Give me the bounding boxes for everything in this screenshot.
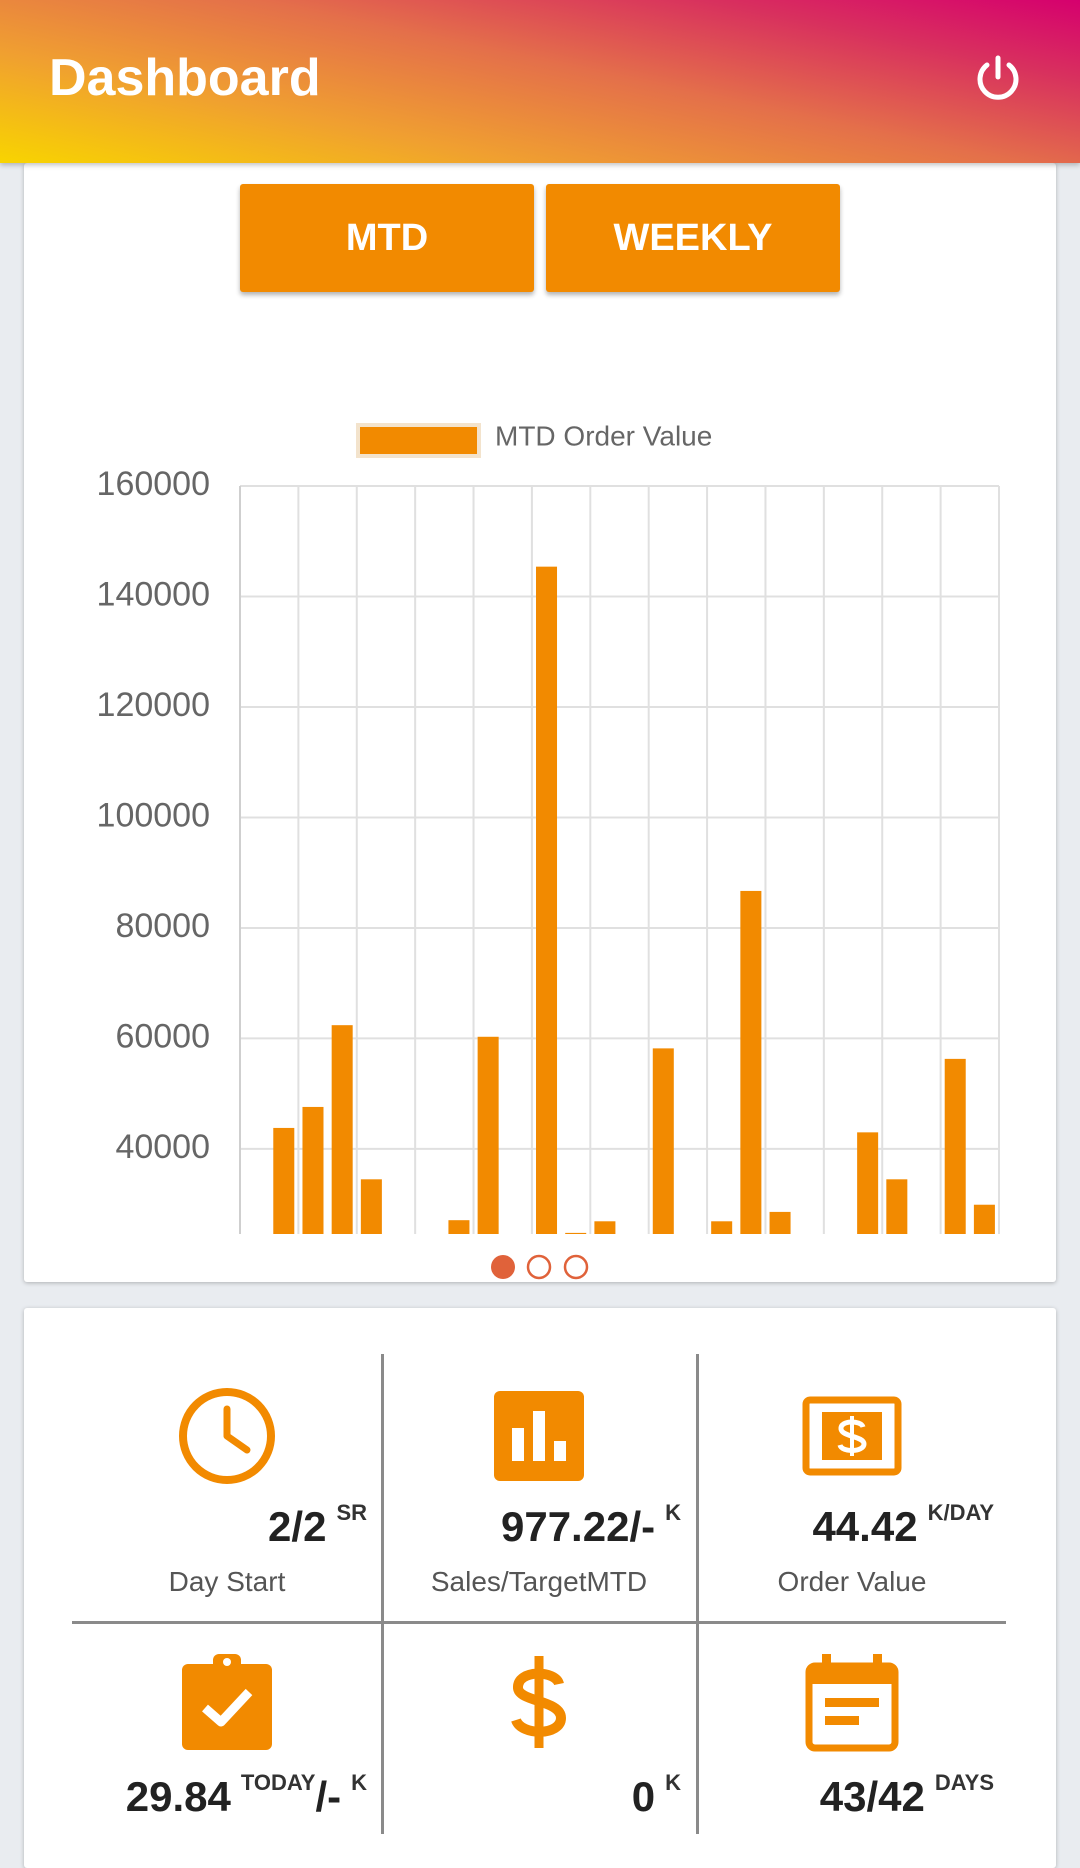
bar [740, 890, 762, 1234]
mtd-tab[interactable]: MTD [240, 184, 534, 292]
bar [769, 1211, 791, 1234]
value: 29.84 [125, 1773, 231, 1820]
bar [244, 1234, 265, 1300]
bar [477, 1036, 499, 1234]
y-tick-label: 100000 [97, 796, 210, 834]
bar [944, 1058, 966, 1234]
dollar-icon [511, 1656, 567, 1748]
bar [652, 1048, 674, 1234]
bar [886, 1179, 908, 1234]
calendar-icon [805, 1654, 899, 1752]
bar [536, 566, 558, 1234]
divider [696, 1354, 699, 1834]
tile-value: 2/2 SR [268, 1500, 367, 1550]
chart: 400006000080000100000120000140000160000 … [97, 420, 1000, 1300]
suffix: /- [315, 1773, 342, 1820]
bar [448, 1220, 470, 1234]
tile-value: 43/42 DAYS [819, 1770, 994, 1820]
bar [973, 1204, 995, 1234]
bar [273, 1127, 295, 1234]
clock-icon [179, 1388, 275, 1484]
page-dot[interactable] [526, 1254, 552, 1280]
y-tick-label: 160000 [97, 465, 210, 503]
value: 44.42 [812, 1503, 918, 1550]
value: 2/2 [268, 1503, 327, 1550]
bar [828, 1234, 849, 1300]
bar [390, 1234, 411, 1300]
bar [682, 1234, 703, 1300]
y-tick-label: 60000 [115, 1017, 210, 1055]
bar [565, 1232, 587, 1234]
divider [72, 1621, 1006, 1624]
y-tick-label: 120000 [97, 686, 210, 724]
bar [857, 1132, 879, 1234]
page-dot[interactable] [563, 1254, 589, 1280]
bill-icon [802, 1396, 902, 1476]
power-button[interactable] [973, 54, 1023, 104]
value: 43/42 [819, 1773, 925, 1820]
legend-swatch [356, 423, 481, 458]
bar [916, 1234, 937, 1300]
legend-label: MTD Order Value [495, 420, 712, 451]
page-title: Dashboard [49, 49, 321, 107]
tile-label: Day Start [168, 1566, 286, 1597]
y-tick-label: 80000 [115, 907, 210, 945]
tile-label: Order Value [777, 1566, 927, 1597]
unit: K [665, 1500, 681, 1525]
value: 977.22/- [500, 1503, 656, 1550]
y-tick-label: 140000 [97, 575, 210, 613]
unit: K/DAY [927, 1500, 994, 1525]
bar [360, 1179, 382, 1234]
bar [624, 1234, 645, 1300]
unit: K [665, 1770, 681, 1795]
divider [381, 1354, 384, 1834]
chart-icon [494, 1391, 584, 1481]
unit: TODAY [240, 1770, 316, 1795]
weekly-tab[interactable]: WEEKLY [546, 184, 840, 292]
bar [331, 1025, 353, 1234]
unit: DAYS [934, 1770, 994, 1795]
app-bar: Dashboard [0, 0, 1080, 163]
clipboard-icon [182, 1654, 272, 1750]
bar [799, 1234, 820, 1300]
tile-value: 44.42 K/DAY [812, 1500, 994, 1550]
page-dot-active[interactable] [491, 1255, 515, 1279]
bar [594, 1221, 616, 1234]
tile-value: 29.84 TODAY/- K [125, 1770, 367, 1820]
unit: K [351, 1770, 367, 1795]
unit: SR [336, 1500, 367, 1525]
value: 0 [631, 1773, 656, 1820]
tile-value: 977.22/- K [500, 1500, 681, 1550]
y-tick-label: 40000 [115, 1128, 210, 1166]
bar [711, 1221, 733, 1234]
bar [302, 1106, 324, 1234]
tile-label: Sales/TargetMTD [430, 1566, 648, 1597]
bar [419, 1234, 440, 1300]
